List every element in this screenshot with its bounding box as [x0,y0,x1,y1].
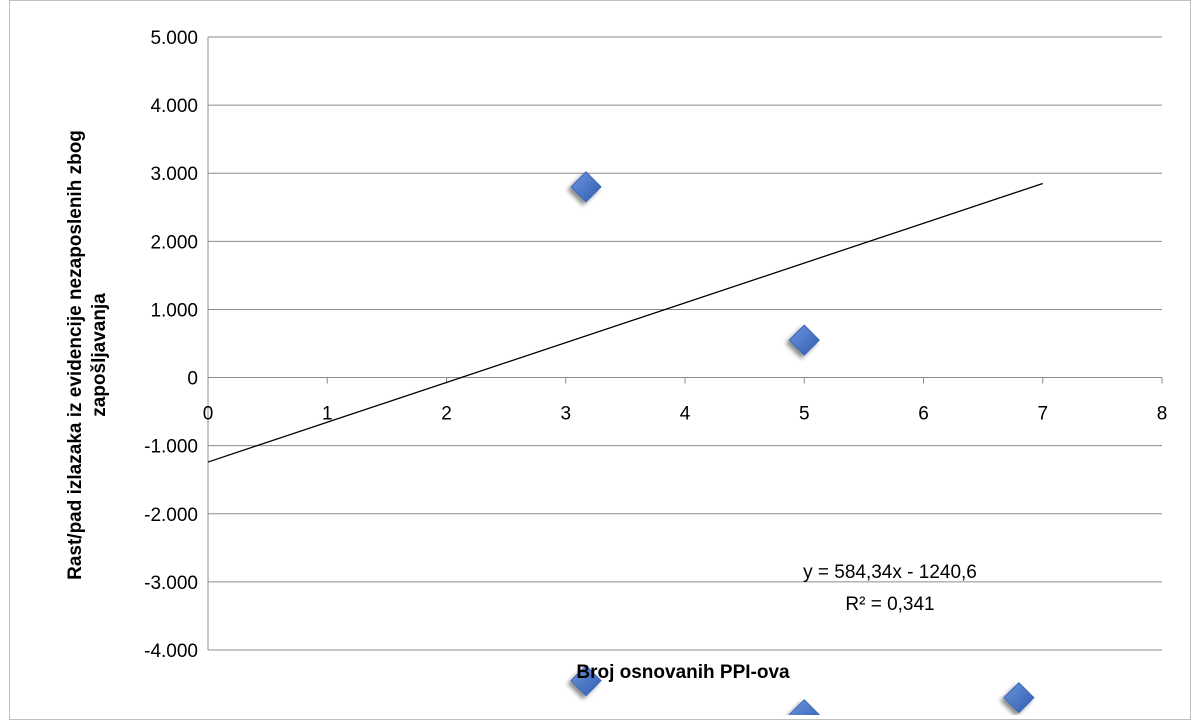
y-tick-label: 2.000 [150,232,198,253]
y-tick-label: -3.000 [144,573,198,594]
x-tick-label: 3 [560,404,571,425]
x-tick-label: 1 [322,404,333,425]
x-tick-label: 0 [203,404,214,425]
trendline-equation: y = 584,34x - 1240,6 [803,562,977,583]
tick-labels: 5.0004.0003.0002.0001.0000-1.000-2.000-3… [144,28,1167,662]
data-point-marker [570,664,602,697]
axes [207,37,1163,650]
x-axis-title: Broj osnovanih PPI-ova [576,662,790,683]
x-tick-label: 8 [1157,404,1168,425]
y-tick-label: 0 [187,369,198,390]
trendline-group [207,182,1043,463]
data-point-marker [1003,681,1035,714]
data-points [570,171,1035,715]
y-tick-label: 4.000 [150,96,198,117]
y-tick-label: 5.000 [150,28,198,49]
data-point-marker [570,171,602,203]
gridlines [208,36,1162,651]
trendline-r-squared: R² = 0,341 [845,594,934,615]
data-point-marker [788,324,820,356]
y-tick-label: 3.000 [150,164,198,185]
x-tick-label: 7 [1037,404,1048,425]
data-point-marker [788,698,820,715]
x-tick-label: 5 [799,404,810,425]
y-axis-title-line-2: zapošljavanja [89,293,110,417]
y-tick-label: 1.000 [150,300,198,321]
y-axis-title-line-1: Rast/pad izlazaka iz evidencije nezaposl… [65,130,86,580]
y-axis-title-group: Rast/pad izlazaka iz evidencije nezaposl… [65,130,110,580]
x-tick-label: 6 [918,404,929,425]
x-tick-label: 4 [680,404,691,425]
y-tick-label: -1.000 [144,437,198,458]
x-tick-label: 2 [441,404,452,425]
y-tick-label: -2.000 [144,505,198,526]
trendline [207,182,1043,463]
y-tick-label: -4.000 [144,641,198,662]
